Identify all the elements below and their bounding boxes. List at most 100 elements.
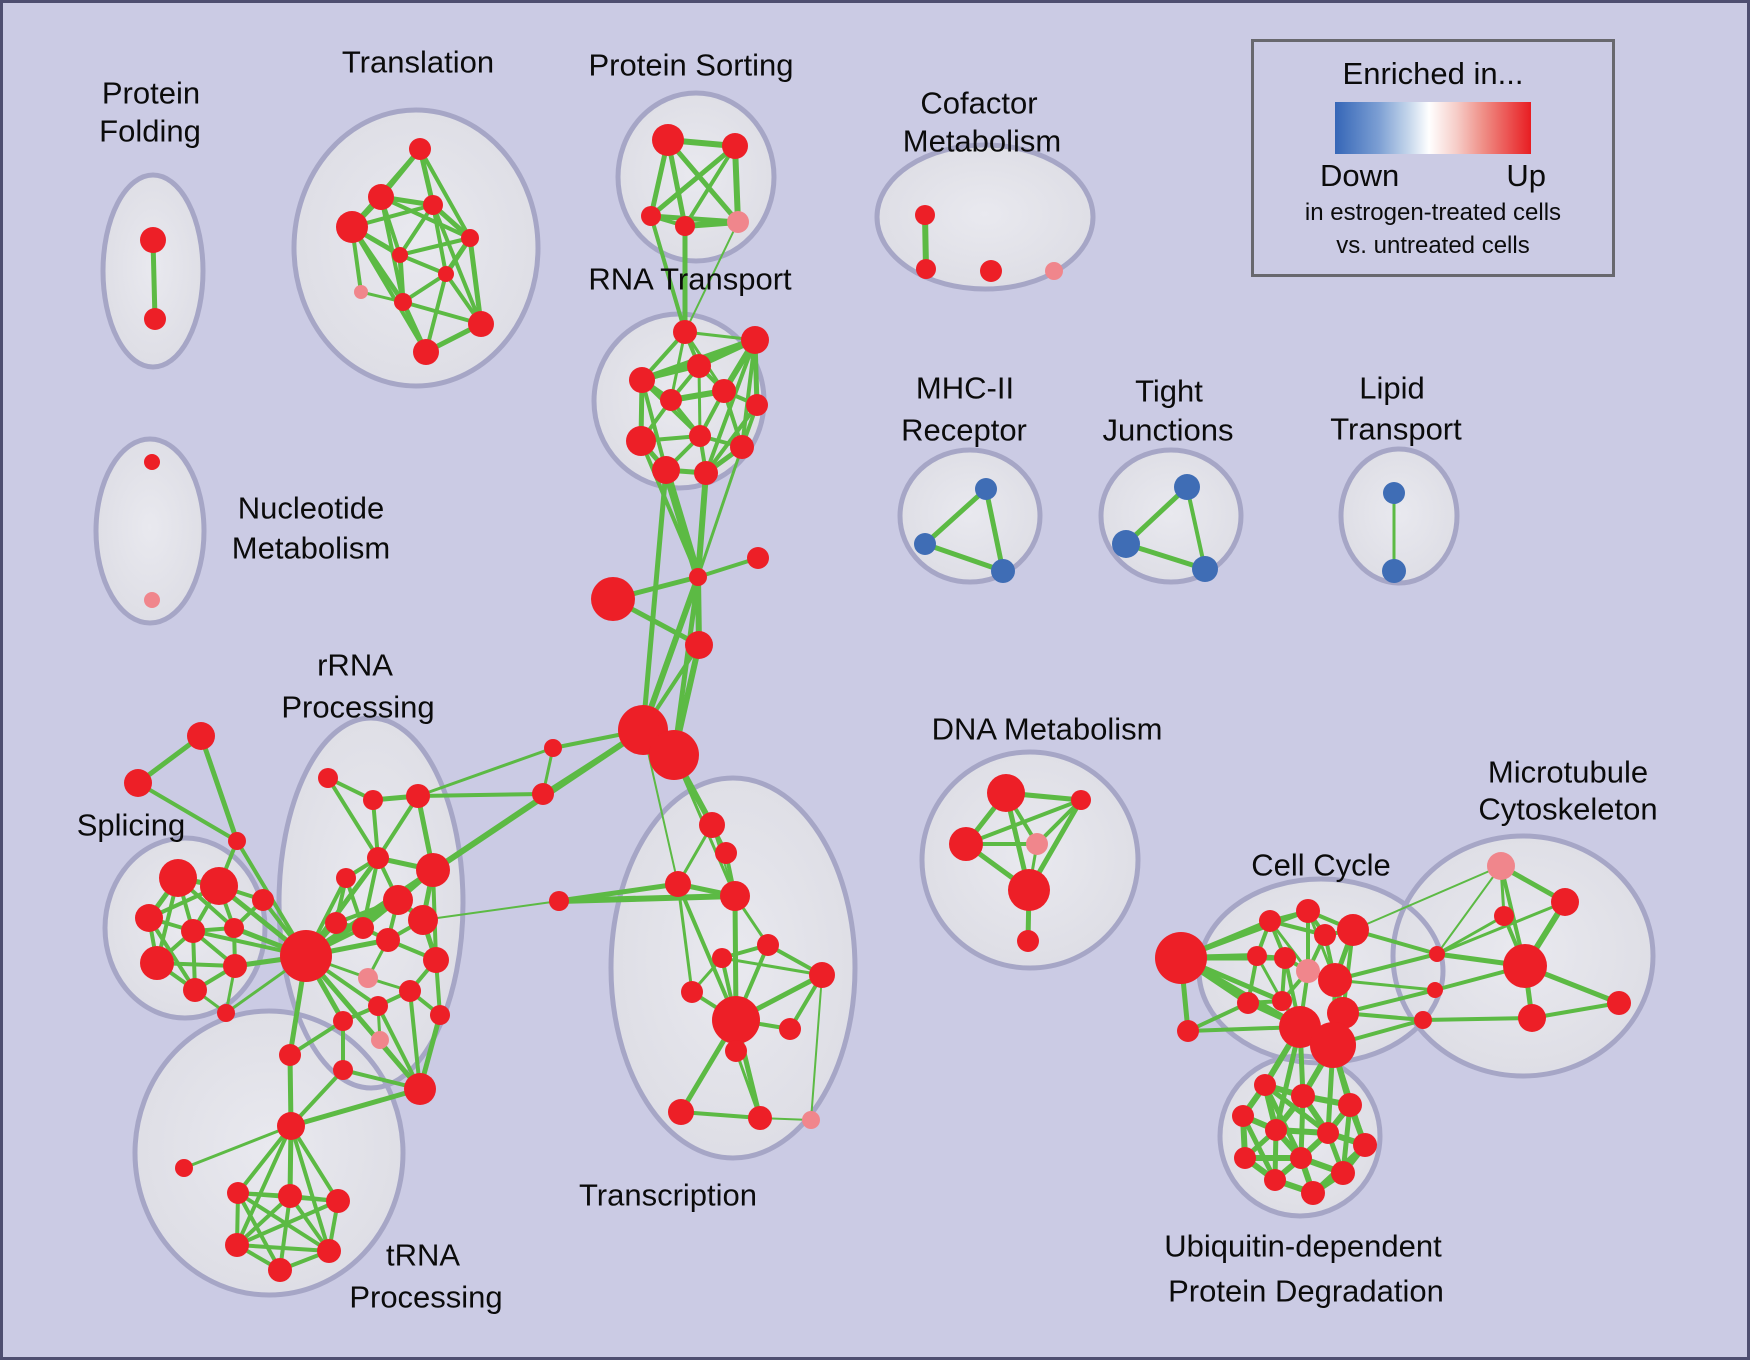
cluster-label-cofactor-metabolism-0: Cofactor xyxy=(920,86,1037,121)
gene-set-node-tj1 xyxy=(1112,530,1140,558)
edge-tl0-tl5 xyxy=(418,147,472,240)
cluster-outline-cofactor-metabolism xyxy=(874,142,1096,292)
gene-set-node-tl5 xyxy=(461,229,479,247)
gene-set-node-rr12 xyxy=(423,947,449,973)
gene-set-node-nm0 xyxy=(144,454,160,470)
gene-set-node-ps4 xyxy=(727,211,749,233)
gene-set-node-mt2 xyxy=(1518,1004,1546,1032)
edge-tn0-tn4 xyxy=(236,1191,331,1253)
cluster-label-trna-processing-1: Processing xyxy=(349,1280,502,1315)
edge-pf0-pf1 xyxy=(150,237,158,322)
edge-rt9-j1 xyxy=(696,445,744,579)
edge-rt6-rt11 xyxy=(704,403,759,475)
cluster-label-nucleotide-metabolism-1: Metabolism xyxy=(232,531,391,566)
edge-tn1-tn5 xyxy=(278,1194,292,1272)
gene-set-node-mtP xyxy=(1487,852,1515,880)
cluster-label-cofactor-metabolism-1: Metabolism xyxy=(903,124,1062,159)
cluster-label-mhc-ii-receptor-0: MHC-II xyxy=(916,371,1014,406)
edge-tnH-tnI xyxy=(182,1124,293,1170)
gene-set-node-sp6 xyxy=(183,978,207,1002)
edge-h2a-tc2 xyxy=(642,729,679,885)
gene-set-node-tc5 xyxy=(712,948,732,968)
gene-set-node-tl3 xyxy=(423,195,443,215)
gene-set-node-mh1 xyxy=(914,533,936,555)
gene-set-node-cc0 xyxy=(1259,910,1281,932)
gene-set-node-tn5 xyxy=(268,1258,292,1282)
gene-set-node-bt xyxy=(404,1073,436,1105)
gene-set-node-h2b xyxy=(649,730,699,780)
gene-set-node-c5 xyxy=(544,739,562,757)
gene-set-node-nm1 xyxy=(144,592,160,608)
gene-set-node-rt0 xyxy=(673,320,697,344)
edge-tc3-tcL xyxy=(556,893,738,904)
gene-set-node-tn3 xyxy=(225,1233,249,1257)
cluster-label-cell-cycle-0: Cell Cycle xyxy=(1251,848,1391,883)
cluster-outline-dna-metabolism xyxy=(919,749,1141,971)
cluster-label-trna-processing-0: tRNA xyxy=(386,1238,460,1273)
gene-set-node-rr0 xyxy=(318,768,338,788)
gene-set-node-ub6 xyxy=(1353,1133,1377,1157)
gene-set-node-tcH xyxy=(712,996,760,1044)
gene-set-node-rt8 xyxy=(626,426,656,456)
edge-mh0-mh1 xyxy=(922,486,989,547)
gene-set-node-rr14 xyxy=(368,996,388,1016)
edge-ccJ3-mt2 xyxy=(1421,1016,1534,1022)
edge-j1-h2a xyxy=(640,574,701,733)
edge-cc7-ccJ1 xyxy=(1333,952,1439,982)
gene-set-node-pf1 xyxy=(144,308,166,330)
gene-set-node-pf0 xyxy=(140,227,166,253)
gene-set-node-cR xyxy=(747,547,769,569)
gene-set-node-ub1 xyxy=(1291,1084,1315,1108)
gene-set-node-ub4 xyxy=(1265,1119,1287,1141)
gene-set-node-rr13 xyxy=(399,980,421,1002)
gene-set-node-sp9 xyxy=(217,1004,235,1022)
legend-gradient-bar xyxy=(1335,102,1531,154)
gene-set-node-tl1 xyxy=(336,211,368,243)
cluster-label-rrna-processing-0: rRNA xyxy=(317,648,393,683)
cluster-outline-mhc-ii-receptor xyxy=(897,447,1043,585)
gene-set-node-rr10 xyxy=(408,905,438,935)
gene-set-node-tc12 xyxy=(802,1111,820,1129)
gene-set-node-mt3 xyxy=(1607,991,1631,1015)
gene-set-node-tl6 xyxy=(438,266,454,282)
edge-tn3-tn4 xyxy=(235,1243,331,1253)
nodes xyxy=(124,124,1631,1282)
gene-set-node-mt0 xyxy=(1551,888,1579,916)
gene-set-node-tl7 xyxy=(354,285,368,299)
legend-up-label: Up xyxy=(1506,158,1546,193)
edge-tl3-tl9 xyxy=(431,203,483,326)
edge-rrH-bt xyxy=(303,953,423,1092)
edge-cc8-cc13 xyxy=(1186,1001,1250,1033)
cluster-label-microtubule-cytoskeleton-0: Microtubule xyxy=(1488,755,1648,790)
gene-set-node-tl4 xyxy=(392,247,408,263)
edge-rr3-rr8 xyxy=(361,856,380,930)
gene-set-node-cc8 xyxy=(1237,992,1259,1014)
gene-set-node-tc11 xyxy=(748,1106,772,1130)
edge-tl3-tl6 xyxy=(431,203,448,276)
gene-set-node-cc6 xyxy=(1296,959,1320,983)
gene-set-node-rt5 xyxy=(660,389,682,411)
gene-set-node-sp8 xyxy=(252,889,274,911)
gene-set-node-mh0 xyxy=(975,478,997,500)
gene-set-node-rr4 xyxy=(336,868,356,888)
cluster-label-tight-junctions-0: Tight xyxy=(1135,374,1203,409)
gene-set-node-cc1 xyxy=(1296,899,1320,923)
gene-set-node-cc13 xyxy=(1177,1020,1199,1042)
cluster-outline-tight-junctions xyxy=(1098,447,1244,585)
gene-set-node-sp4 xyxy=(224,918,244,938)
edge-mh0-mh2 xyxy=(983,486,1006,574)
cluster-label-dna-metabolism-0: DNA Metabolism xyxy=(932,712,1163,747)
cluster-label-mhc-ii-receptor-1: Receptor xyxy=(901,413,1027,448)
gene-set-node-sp2 xyxy=(135,904,163,932)
gene-set-node-sp0 xyxy=(159,859,197,897)
cluster-outline-translation xyxy=(291,107,541,389)
edge-tl4-tl5 xyxy=(398,236,472,257)
legend-title: Enriched in... xyxy=(1342,56,1524,91)
gene-set-node-rr17 xyxy=(371,1031,389,1049)
edge-tc10-tc11 xyxy=(679,1110,762,1120)
edge-rt8-j1 xyxy=(639,439,700,579)
gene-set-node-ub11 xyxy=(1301,1181,1325,1205)
gene-set-node-mtB xyxy=(1503,944,1547,988)
gene-set-node-dm0 xyxy=(987,774,1025,812)
